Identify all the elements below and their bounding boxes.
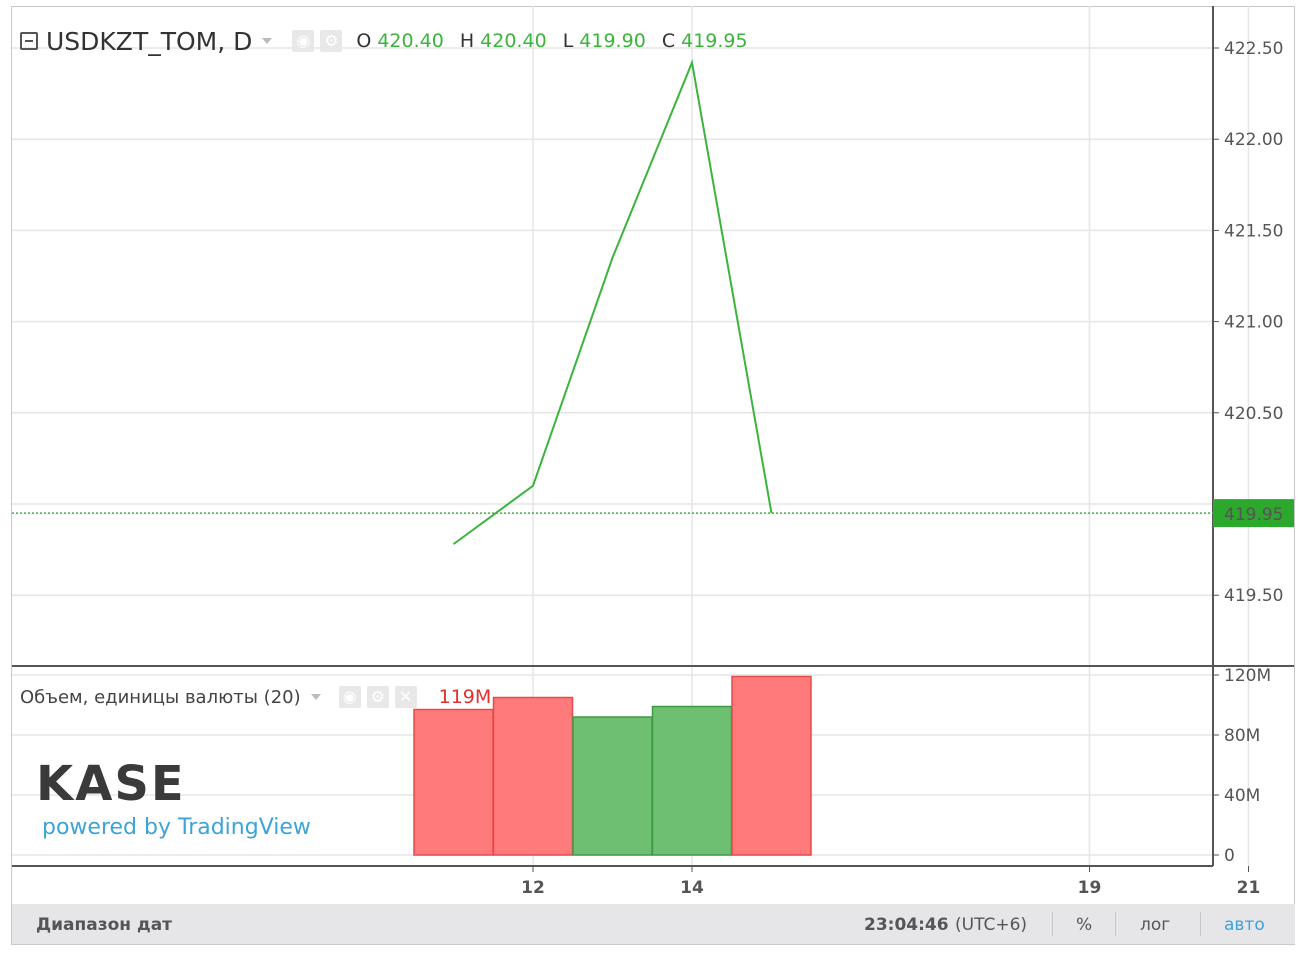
volume-tick-label: 120M <box>1224 666 1271 686</box>
kase-logo[interactable]: KASE <box>36 756 186 812</box>
time-tick-label: 12 <box>521 878 545 898</box>
low-key: L <box>562 30 574 52</box>
last-price-label-text: 419.95 <box>1224 505 1283 525</box>
toolbar-divider <box>1115 912 1116 936</box>
volume-legend: Объем, единицы валюты (20) ◉ ⚙ ✕ 119M <box>20 683 491 711</box>
time-tick-label: 19 <box>1078 878 1102 898</box>
percent-toggle[interactable]: % <box>1076 915 1093 935</box>
open-key: O <box>356 30 372 52</box>
time-tick-label: 14 <box>680 878 704 898</box>
ohlc-values: O 420.40 H 420.40 L 419.90 C 419.95 <box>356 30 757 52</box>
price-tick-label: 419.50 <box>1224 586 1283 606</box>
volume-bar <box>413 708 494 856</box>
price-gridlines <box>12 47 1213 596</box>
price-tick-label: 421.50 <box>1224 221 1283 241</box>
volume-bar <box>651 705 733 856</box>
close-value: 419.95 <box>681 30 748 52</box>
volume-title[interactable]: Объем, единицы валюты (20) <box>20 686 301 708</box>
high-value: 420.40 <box>480 30 547 52</box>
close-key: C <box>661 30 676 52</box>
volume-bar <box>572 716 653 856</box>
chart-border <box>11 6 1295 945</box>
volume-value: 119M <box>438 686 492 708</box>
volume-tick-label: 0 <box>1224 846 1235 866</box>
gear-icon[interactable]: ⚙ <box>366 686 389 708</box>
clock-time: 23:04:46 <box>864 915 949 935</box>
eye-icon[interactable]: ◉ <box>338 686 361 708</box>
auto-toggle[interactable]: авто <box>1224 915 1265 935</box>
chevron-down-icon[interactable] <box>310 694 321 700</box>
date-range-button[interactable]: Диапазон дат <box>36 915 173 935</box>
last-price-label: 419.95 <box>1213 499 1294 528</box>
timezone-button[interactable]: (UTC+6) <box>955 915 1028 935</box>
price-series-line <box>452 59 773 545</box>
price-tick-label: 421.00 <box>1224 313 1283 333</box>
close-icon[interactable]: ✕ <box>394 686 417 708</box>
low-value: 419.90 <box>579 30 646 52</box>
symbol-title[interactable]: USDKZT_TOM, D <box>46 26 253 56</box>
volume-bars <box>413 675 812 856</box>
volume-axis[interactable]: 0 40M 80M 120M <box>1213 666 1271 866</box>
volume-bar <box>731 675 812 856</box>
collapse-toggle-icon[interactable] <box>20 32 38 50</box>
time-axis[interactable]: 12 14 19 21 <box>521 866 1260 898</box>
last-price-label-bg <box>1213 499 1294 528</box>
powered-by-link[interactable]: powered by TradingView <box>42 815 311 840</box>
bottom-toolbar: Диапазон дат 23:04:46 (UTC+6) % лог авто <box>12 904 1295 944</box>
price-tick-label: 422.00 <box>1224 130 1283 150</box>
price-tick-label: 420.50 <box>1224 404 1283 424</box>
high-key: H <box>459 30 475 52</box>
log-toggle[interactable]: лог <box>1140 915 1171 935</box>
price-axis[interactable]: 419.50 420.50 421.00 421.50 422.00 422.50 <box>1213 39 1283 606</box>
volume-tick-label: 80M <box>1224 726 1260 746</box>
price-tick-label: 422.50 <box>1224 39 1283 59</box>
volume-tick-label: 40M <box>1224 786 1260 806</box>
main-series-legend: USDKZT_TOM, D ◉ ⚙ O 420.40 H 420.40 L 419.9… <box>20 24 758 58</box>
toolbar-divider <box>1200 912 1201 936</box>
open-value: 420.40 <box>377 30 444 52</box>
eye-icon[interactable]: ◉ <box>292 30 315 52</box>
toolbar-divider <box>1052 912 1053 936</box>
volume-bar <box>492 696 574 856</box>
gear-icon[interactable]: ⚙ <box>320 30 343 52</box>
time-tick-label: 21 <box>1237 878 1261 898</box>
chevron-down-icon[interactable] <box>262 38 273 44</box>
